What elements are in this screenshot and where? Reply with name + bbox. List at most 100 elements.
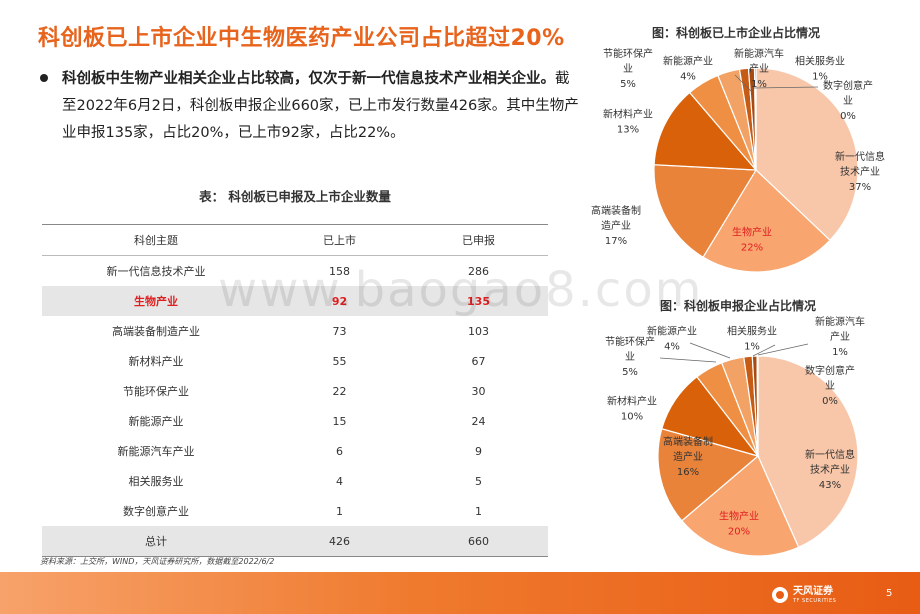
cell-theme: 数字创意产业: [123, 505, 189, 518]
cell-applied: 30: [471, 384, 486, 398]
cell-applied: 135: [409, 286, 548, 316]
pie-label: 数字创意产业 0%: [805, 364, 855, 407]
pie-label: 节能环保产业 5%: [603, 47, 653, 90]
pie-slice: [757, 355, 859, 549]
pie-slice: [657, 427, 760, 522]
pie-label-line: 新能源产业: [647, 325, 697, 338]
pie-label: 生物产业 22%: [732, 226, 772, 254]
cell-listed: 158: [329, 264, 350, 278]
pie-slice: [661, 375, 760, 458]
pie-label-line: 43%: [819, 480, 841, 491]
cell-listed: 73: [332, 324, 347, 338]
pie-label: 相关服务业 1%: [795, 55, 845, 83]
table-row: 节能环保产业 22 30: [42, 376, 548, 406]
pie-label-line: 业: [623, 63, 633, 75]
pie-slice: [756, 355, 759, 457]
leader-line: [734, 74, 753, 93]
pie-label: 生物产业 20%: [719, 510, 759, 538]
pie-label-line: 相关服务业: [727, 325, 777, 338]
pie-label-line: 0%: [840, 111, 856, 122]
pie-label-line: 1%: [744, 342, 760, 353]
header-theme: 科创主题: [42, 224, 270, 256]
pie-slice: [653, 91, 758, 171]
pie-label-line: 节能环保产: [603, 47, 653, 60]
cell-listed: 4: [336, 474, 343, 488]
pie-label: 数字创意产业 0%: [823, 79, 873, 122]
pie-label-line: 37%: [849, 182, 871, 193]
cell-theme: 高端装备制造产业: [112, 325, 200, 338]
pie-label-line: 技术产业: [810, 463, 850, 476]
pie-slice: [747, 67, 757, 171]
pie-label-line: 4%: [680, 72, 696, 83]
pie-label-line: 造产业: [601, 219, 631, 232]
footer-bar: [0, 572, 920, 614]
pie-label: 新能源产业 4%: [647, 325, 697, 353]
cell-theme: 节能环保产业: [123, 385, 189, 398]
pie-label-line: 5%: [622, 367, 638, 378]
pie-slice: [755, 67, 859, 242]
leader-line: [752, 344, 776, 357]
pie-label-line: 新一代信息: [805, 448, 855, 461]
table-row: 新能源汽车产业 6 9: [42, 436, 548, 466]
pie-slice: [717, 68, 757, 171]
table-row: 数字创意产业 1 1: [42, 496, 548, 526]
pie-title-applied: 图：科创板申报企业占比情况: [660, 299, 817, 313]
cell-listed: 6: [336, 444, 343, 458]
cell-applied: 9: [475, 444, 482, 458]
pie-label-line: 新材料产业: [607, 395, 657, 408]
pie-label-line: 20%: [728, 527, 750, 538]
page-title: 科创板已上市企业中生物医药产业公司占比超过20%: [38, 26, 565, 51]
pie-label-line: 新能源汽车: [734, 47, 784, 60]
header-listed: 已上市: [270, 224, 409, 256]
pie-label-line: 5%: [620, 79, 636, 90]
pie-label: 相关服务业 1%: [727, 325, 777, 353]
cell-applied: 24: [471, 414, 486, 428]
cell-total-label: 总计: [42, 526, 270, 557]
cell-applied: 67: [471, 354, 486, 368]
cell-theme: 生物产业: [42, 286, 270, 316]
leader-line: [757, 343, 809, 356]
pie-label-line: 4%: [664, 342, 680, 353]
pie-slice: [680, 455, 800, 557]
bullet-dot: [40, 74, 48, 82]
pie-label-line: 业: [843, 95, 853, 107]
pie-label-line: 10%: [621, 412, 643, 423]
pie-label-line: 1%: [812, 72, 828, 83]
pie-slice: [688, 74, 757, 171]
pie-label-line: 新材料产业: [603, 108, 653, 121]
cell-theme: 新材料产业: [128, 355, 184, 368]
pie-label-line: 新能源产业: [663, 55, 713, 68]
pie-label: 新材料产业 10%: [607, 395, 657, 423]
table-caption: 表： 科创板已申报及上市企业数量: [199, 189, 391, 204]
pie-slice: [743, 355, 759, 457]
header-applied: 已申报: [409, 224, 548, 256]
pie-label: 新能源产业 4%: [663, 55, 713, 83]
logo-en: TF SECURITIES: [793, 598, 837, 604]
pie-label: 节能环保产业 5%: [605, 335, 655, 378]
pie-label-line: 数字创意产: [823, 79, 873, 92]
table-row: 高端装备制造产业 73 103: [42, 316, 548, 346]
pie-label-line: 造产业: [673, 450, 703, 463]
cell-listed: 1: [336, 504, 343, 518]
pie-slice: [696, 362, 759, 457]
cell-applied: 1: [475, 504, 482, 518]
pie-label-line: 新能源汽车: [815, 315, 865, 328]
pie-slice: [702, 169, 831, 273]
cell-total-listed: 426: [270, 526, 409, 557]
listing-table: 科创主题 已上市 已申报 新一代信息技术产业 158 286 生物产业 92 135 高…: [42, 224, 548, 557]
pie-label-line: 相关服务业: [795, 55, 845, 68]
pie-label: 新能源汽车产业 1%: [734, 47, 784, 90]
table-row-highlight: 生物产业 92 135: [42, 286, 548, 316]
pie-label: 新一代信息技术产业 37%: [835, 150, 885, 193]
pie-label: 新能源汽车产业 1%: [815, 315, 865, 358]
source-note: 资料来源：上交所，WIND，天风证券研究所，数据截至2022/6/2: [40, 557, 275, 566]
pie-label: 新一代信息技术产业 43%: [805, 448, 855, 491]
watermark: www.baogao8.com: [218, 262, 704, 318]
summary-paragraph: 科创板中生物产业相关企业占比较高，仅次于新一代信息技术产业相关企业。截至2022…: [62, 66, 582, 147]
leader-line: [659, 357, 717, 363]
pie-label-line: 17%: [605, 236, 627, 247]
pie-label-line: 0%: [822, 396, 838, 407]
pie-label-line: 16%: [677, 467, 699, 478]
pie-slice: [720, 356, 759, 457]
pie-label-line: 生物产业: [732, 226, 772, 239]
